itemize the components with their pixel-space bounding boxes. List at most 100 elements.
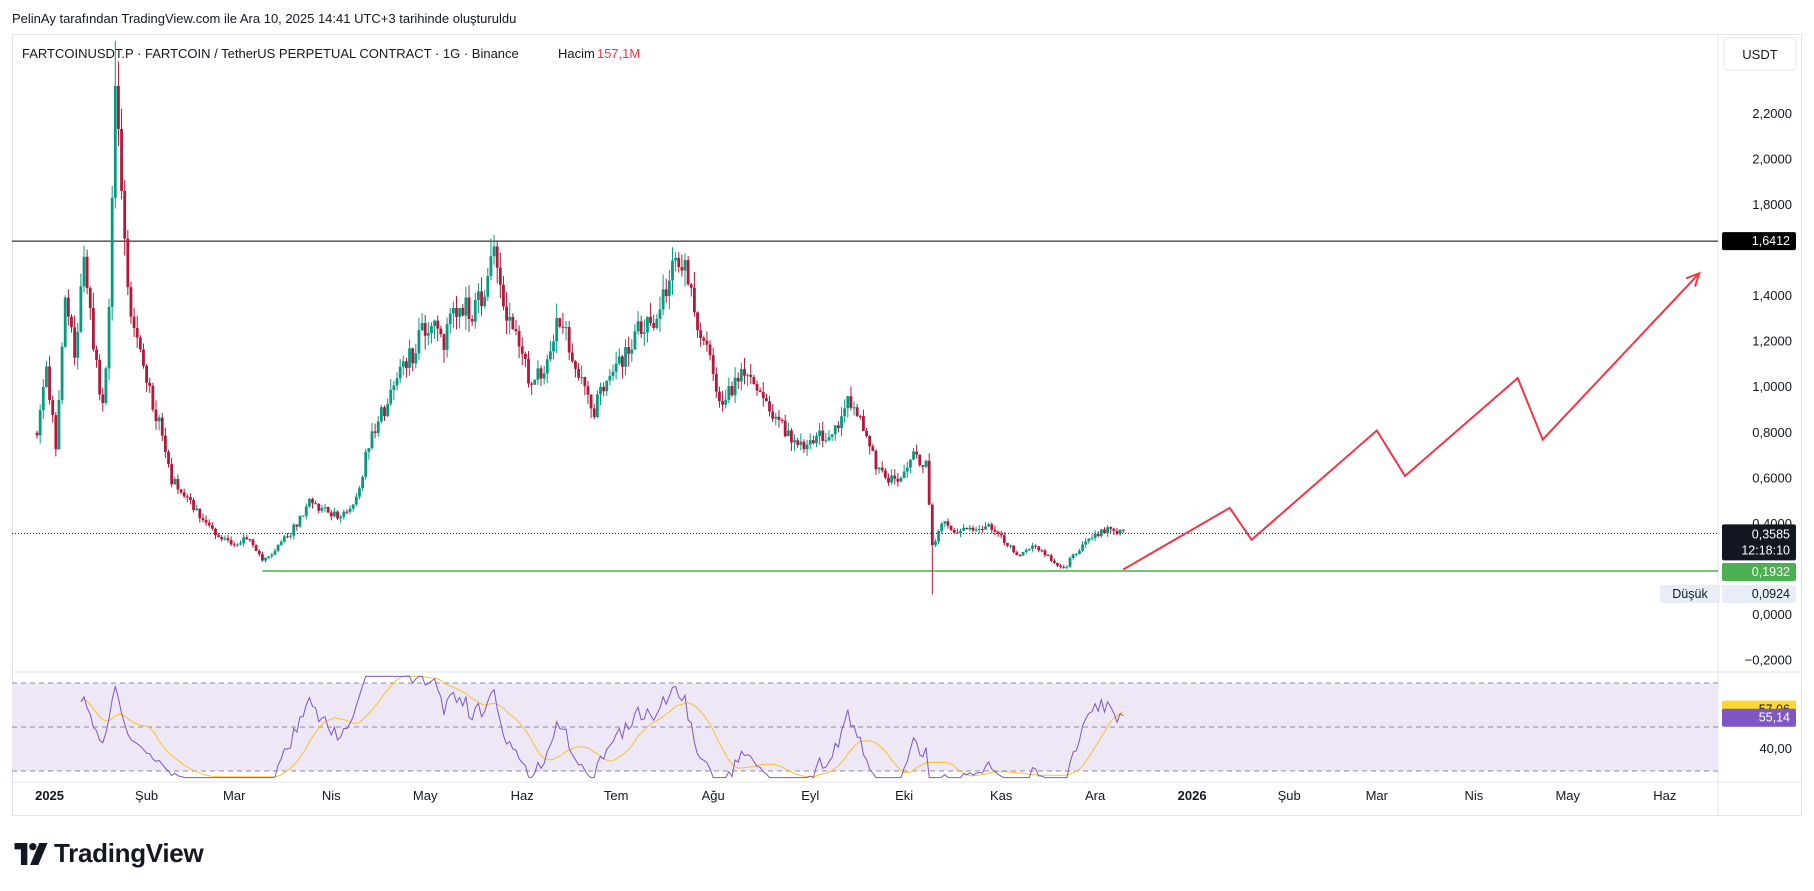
candle (793, 440, 796, 443)
candle (367, 448, 371, 452)
candle (160, 417, 164, 436)
candle (123, 190, 127, 239)
resistance-price-label: 1,6412 (1752, 234, 1790, 248)
candle (718, 391, 721, 402)
candle (66, 297, 70, 317)
candle (232, 544, 236, 546)
candle (999, 533, 1003, 536)
candle (918, 454, 922, 466)
candle (1031, 545, 1034, 549)
candle (151, 385, 155, 410)
candle (445, 324, 449, 350)
candle (927, 460, 931, 505)
candle (458, 307, 462, 317)
currency-button[interactable]: USDT (1723, 37, 1797, 71)
candle (943, 521, 947, 524)
candle (577, 368, 580, 378)
candle (780, 419, 784, 421)
volume-label: Hacim (558, 46, 595, 61)
candle (843, 408, 847, 417)
candle (921, 465, 925, 467)
last-price-label-bg (1722, 524, 1796, 561)
candle (95, 349, 98, 360)
x-tick-label: Haz (1653, 788, 1676, 803)
candle (1006, 542, 1009, 546)
currency-button-frame[interactable] (1723, 37, 1797, 71)
candle (833, 425, 837, 435)
candle (364, 451, 368, 477)
candle (342, 511, 346, 517)
y-tick-label: 0,6000 (1752, 470, 1792, 485)
candle (1034, 545, 1037, 547)
candle (408, 348, 411, 369)
candle (652, 323, 656, 328)
candle (326, 507, 330, 513)
candle (226, 538, 230, 541)
candle (755, 384, 759, 391)
candle (721, 401, 724, 405)
candle (749, 374, 753, 378)
candle (317, 503, 321, 511)
candle (88, 287, 92, 309)
candle (1074, 554, 1078, 556)
candle (157, 417, 161, 422)
candle (1115, 530, 1119, 534)
price-axis: 2,2000 2,0000 1,8000 1,4000 1,2000 1,0000 0,80… (1745, 106, 1792, 756)
candle (802, 441, 806, 450)
y-tick-label: 2,0000 (1752, 151, 1792, 166)
candle (877, 467, 881, 470)
candle (198, 508, 202, 519)
y-tick-label: 1,4000 (1752, 288, 1792, 303)
candle (796, 440, 800, 445)
candle (661, 289, 665, 310)
candle (617, 356, 621, 364)
candle (868, 436, 872, 447)
candle (361, 476, 364, 489)
candle (91, 308, 95, 350)
candle (82, 256, 86, 287)
candle (896, 478, 900, 482)
candle (505, 306, 508, 321)
candle (777, 416, 781, 420)
candle (1027, 548, 1031, 550)
candle (170, 464, 174, 485)
candle (76, 331, 80, 358)
candle (486, 275, 490, 297)
candle (811, 440, 815, 444)
candle (163, 435, 167, 452)
support-price-label-bg (1722, 563, 1796, 582)
candle (461, 307, 465, 316)
candle (179, 489, 183, 493)
candle (595, 394, 599, 417)
candle (1043, 550, 1047, 556)
candle (311, 499, 314, 504)
candle (940, 523, 944, 532)
candle (952, 529, 956, 533)
candle (189, 497, 192, 500)
candle (962, 527, 966, 531)
candle (98, 359, 102, 395)
candle (235, 544, 239, 546)
candle (570, 352, 574, 362)
candle (442, 334, 446, 350)
candle (70, 316, 73, 328)
candle (646, 316, 649, 333)
candle (73, 327, 77, 358)
x-tick-label: Şub (1278, 788, 1301, 803)
candle (154, 409, 158, 422)
candle (423, 323, 427, 336)
candle (323, 507, 327, 509)
candle (345, 511, 349, 513)
y-tick-label: 0,8000 (1752, 425, 1792, 440)
candle (527, 358, 530, 384)
tradingview-logo[interactable]: TradingView (14, 838, 204, 869)
candle (602, 386, 606, 392)
candle (314, 503, 318, 505)
candle (110, 197, 114, 308)
candle (1109, 527, 1113, 529)
candle (589, 394, 593, 409)
candle (705, 340, 709, 345)
currency-button-label[interactable]: USDT (1742, 47, 1777, 62)
candle (448, 313, 452, 325)
